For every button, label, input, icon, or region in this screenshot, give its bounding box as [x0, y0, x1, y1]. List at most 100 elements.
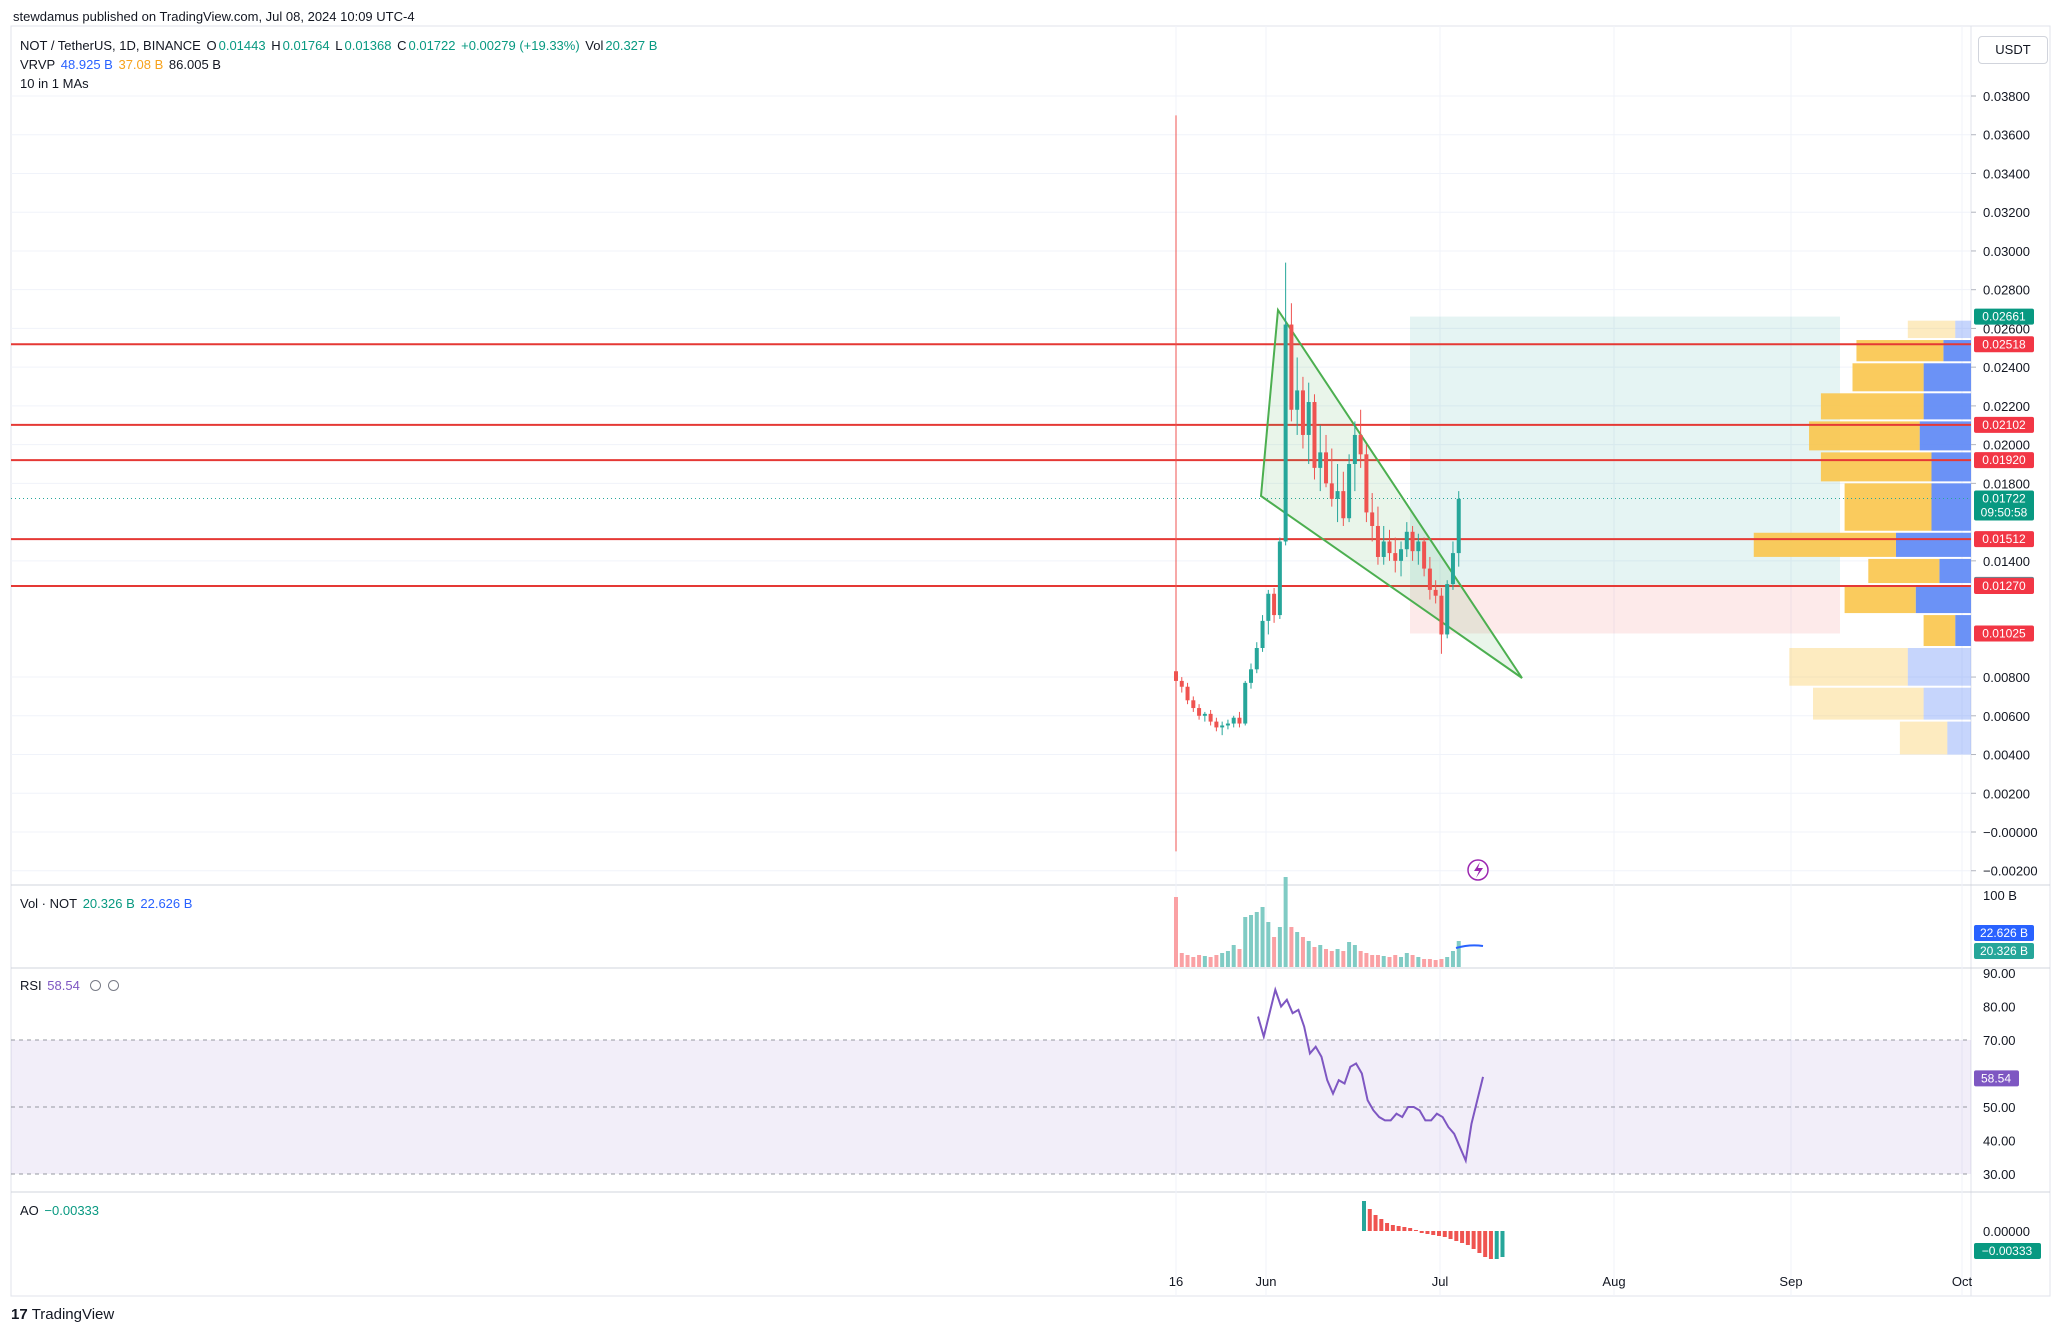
- volume-bar: [1352, 945, 1357, 967]
- ma-legend[interactable]: 10 in 1 MAs: [20, 76, 91, 91]
- volume-value-badge: [1974, 925, 2034, 941]
- ao-value-badge: [1974, 1243, 2041, 1259]
- currency-button[interactable]: USDT: [1978, 36, 2048, 64]
- volume-profile-down-bar: [1820, 393, 1924, 420]
- volume-bar: [1208, 957, 1213, 967]
- change-value: +0.00279 (+19.33%): [461, 38, 580, 53]
- time-tick-label: Aug: [1602, 1274, 1625, 1289]
- ao-histogram-bar: [1408, 1228, 1413, 1231]
- volume-bar: [1220, 953, 1225, 967]
- ao-histogram-bar: [1454, 1231, 1459, 1241]
- volume-bar: [1306, 941, 1311, 967]
- volume-profile-down-bar: [1844, 483, 1932, 531]
- price-label-text: 0.01512: [1982, 532, 2026, 546]
- footer-brand[interactable]: 17 TradingView: [11, 1306, 114, 1323]
- candle-body: [1433, 589, 1438, 596]
- volume-profile-up-bar: [1955, 320, 1971, 339]
- vrvp-legend[interactable]: VRVP 48.925 B 37.08 B 86.005 B: [20, 57, 223, 72]
- volume-bar: [1329, 951, 1334, 967]
- volume-value-text: 22.626 B: [1980, 926, 2028, 940]
- candle-body: [1266, 593, 1271, 621]
- price-tick-label: 0.00400: [1983, 748, 2030, 763]
- price-tick-label: 0.03600: [1983, 128, 2030, 143]
- volume-bar: [1381, 956, 1386, 967]
- high-value: 0.01764: [282, 38, 330, 53]
- price-axis[interactable]: 0.03800 0.03600 0.03400 0.03200 0.03000 0.028…: [1169, 89, 2041, 1289]
- candle-body: [1393, 553, 1398, 561]
- candle-body: [1341, 491, 1346, 519]
- volume-profile-down-bar: [1852, 363, 1924, 392]
- candle-body: [1329, 483, 1334, 499]
- ao-legend[interactable]: AO −0.00333: [20, 1203, 101, 1218]
- ao-histogram-bar: [1419, 1231, 1424, 1233]
- volume-profile-up-bar: [1923, 393, 1971, 420]
- time-tick-label: Jul: [1432, 1274, 1449, 1289]
- candle-body: [1456, 498, 1461, 554]
- vrvp-name[interactable]: VRVP: [20, 57, 56, 72]
- candle-body: [1324, 452, 1329, 484]
- price-tick-label: 0.02400: [1983, 360, 2030, 375]
- rsi-legend[interactable]: RSI 58.54: [20, 978, 121, 993]
- candle-body: [1295, 390, 1300, 410]
- candle-body: [1237, 717, 1242, 724]
- ao-pane-name[interactable]: AO: [20, 1203, 39, 1218]
- volume-bar: [1214, 955, 1219, 967]
- volume-bar: [1260, 907, 1265, 967]
- price-label-text: 0.02518: [1982, 337, 2026, 351]
- volume-bar: [1335, 949, 1340, 967]
- countdown-text: 09:50:58: [1981, 505, 2028, 519]
- volume-bar: [1266, 922, 1271, 967]
- ma-name[interactable]: 10 in 1 MAs: [20, 76, 89, 91]
- candle-body: [1364, 454, 1369, 513]
- high-label: H: [271, 38, 281, 53]
- volume-scale-label: 100 B: [1983, 888, 2017, 903]
- price-tick-label: 0.03000: [1983, 244, 2030, 259]
- price-tick-label: 0.03400: [1983, 166, 2030, 181]
- volume-value-text: 20.326 B: [1980, 944, 2028, 958]
- candle-body: [1399, 549, 1404, 561]
- price-label-badge: [1974, 625, 2034, 642]
- ao-histogram-bar: [1465, 1231, 1470, 1245]
- rsi-pane-name[interactable]: RSI: [20, 978, 42, 993]
- time-tick-label: Sep: [1779, 1274, 1802, 1289]
- ao-histogram-bar: [1477, 1231, 1482, 1253]
- candle-body: [1445, 584, 1450, 635]
- volume-bar: [1347, 942, 1352, 967]
- symbol-legend[interactable]: NOT / TetherUS, 1D, BINANCE O 0.01443 H 0.…: [20, 38, 659, 53]
- volume-pane-v2: 22.626 B: [140, 896, 193, 911]
- candle-body: [1358, 434, 1363, 455]
- volume-pane-name[interactable]: Vol · NOT: [20, 896, 78, 911]
- volume-profile-up-bar: [1923, 363, 1971, 392]
- rsi-line: [1257, 986, 1485, 1165]
- volume-bar: [1393, 955, 1398, 967]
- volume-profile-down-bar: [1923, 615, 1956, 646]
- candle-body: [1220, 725, 1225, 728]
- candle-body: [1347, 464, 1352, 519]
- volume-bar: [1324, 949, 1329, 967]
- volume-label: Vol: [585, 38, 604, 53]
- volume-bar: [1272, 937, 1277, 967]
- rsi-tick-label: 30.00: [1983, 1167, 2016, 1182]
- rsi-value-badge: [1974, 1070, 2019, 1087]
- volume-bar: [1300, 937, 1305, 967]
- volume-legend[interactable]: Vol · NOT 20.326 B 22.626 B: [20, 896, 194, 911]
- candle-body: [1185, 686, 1190, 701]
- volume-bar: [1358, 951, 1363, 967]
- ao-histogram-bar: [1390, 1225, 1395, 1231]
- candle-body: [1422, 541, 1427, 569]
- candle-body: [1191, 700, 1196, 709]
- price-tick-label: 0.02600: [1983, 321, 2030, 336]
- candle-body: [1312, 402, 1317, 468]
- volume-profile-up-bar: [1919, 421, 1971, 451]
- volume-bar: [1249, 915, 1254, 967]
- chart-frame: [10, 25, 2051, 1297]
- low-label: L: [335, 38, 343, 53]
- candle-body: [1174, 671, 1178, 681]
- close-label: C: [397, 38, 407, 53]
- symbol-title[interactable]: NOT / TetherUS, 1D, BINANCE: [20, 38, 201, 53]
- volume-profile-up-bar: [1955, 615, 1971, 646]
- candle-body: [1277, 541, 1282, 616]
- price-label-badge: [1974, 308, 2034, 325]
- vrvp-down: 37.08 B: [118, 57, 164, 72]
